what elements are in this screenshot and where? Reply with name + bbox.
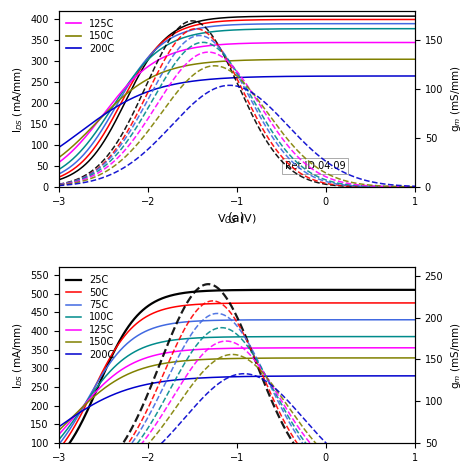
Y-axis label: I$_{DS}$ (mA/mm): I$_{DS}$ (mA/mm) [11, 65, 25, 133]
Text: Ret ID 04.09: Ret ID 04.09 [285, 161, 346, 171]
Text: (a): (a) [228, 212, 246, 225]
Y-axis label: g$_{m}$ (mS/mm): g$_{m}$ (mS/mm) [449, 65, 463, 132]
Y-axis label: g$_{m}$ (mS/mm): g$_{m}$ (mS/mm) [449, 322, 463, 389]
Legend: 125C, 150C, 200C: 125C, 150C, 200C [64, 16, 117, 57]
Legend: 25C, 50C, 75C, 100C, 125C, 150C, 200C: 25C, 50C, 75C, 100C, 125C, 150C, 200C [64, 272, 117, 363]
Y-axis label: I$_{DS}$ (mA/mm): I$_{DS}$ (mA/mm) [11, 322, 25, 389]
X-axis label: V$_{GS}$ (V): V$_{GS}$ (V) [217, 212, 257, 226]
